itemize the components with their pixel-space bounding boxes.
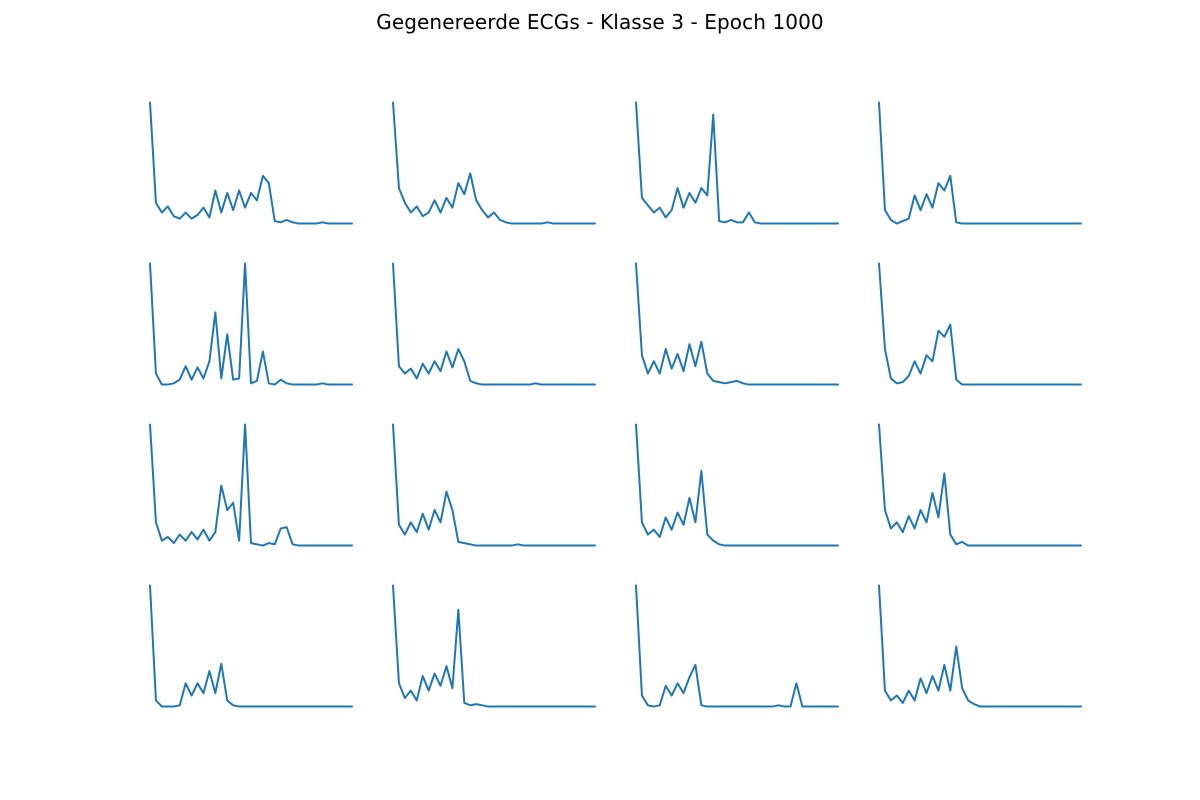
ecg-subplot-8	[878, 262, 1082, 386]
ecg-series-line-8	[878, 262, 1082, 386]
ecg-series-line-7	[635, 262, 839, 386]
ecg-subplot-14	[392, 584, 596, 708]
ecg-series-line-16	[878, 584, 1082, 708]
ecg-subplot-15	[635, 584, 839, 708]
ecg-subplot-2	[392, 101, 596, 225]
ecg-subplot-11	[635, 423, 839, 547]
ecg-subplot-10	[392, 423, 596, 547]
ecg-series-line-11	[635, 423, 839, 547]
ecg-series-line-1	[149, 101, 353, 225]
ecg-subplot-1	[149, 101, 353, 225]
ecg-series-line-5	[149, 262, 353, 386]
ecg-subplot-16	[878, 584, 1082, 708]
ecg-series-line-9	[149, 423, 353, 547]
ecg-series-line-13	[149, 584, 353, 708]
ecg-subplot-12	[878, 423, 1082, 547]
ecg-series-line-6	[392, 262, 596, 386]
ecg-series-line-2	[392, 101, 596, 225]
ecg-subplot-7	[635, 262, 839, 386]
ecg-series-line-4	[878, 101, 1082, 225]
ecg-series-line-3	[635, 101, 839, 225]
ecg-series-line-14	[392, 584, 596, 708]
ecg-subplot-3	[635, 101, 839, 225]
chart-title: Gegenereerde ECGs - Klasse 3 - Epoch 100…	[376, 10, 824, 34]
ecg-subplot-5	[149, 262, 353, 386]
ecg-subplot-6	[392, 262, 596, 386]
ecg-series-line-12	[878, 423, 1082, 547]
ecg-series-line-10	[392, 423, 596, 547]
ecg-subplot-9	[149, 423, 353, 547]
ecg-subplot-13	[149, 584, 353, 708]
ecg-subplot-4	[878, 101, 1082, 225]
ecg-series-line-15	[635, 584, 839, 708]
